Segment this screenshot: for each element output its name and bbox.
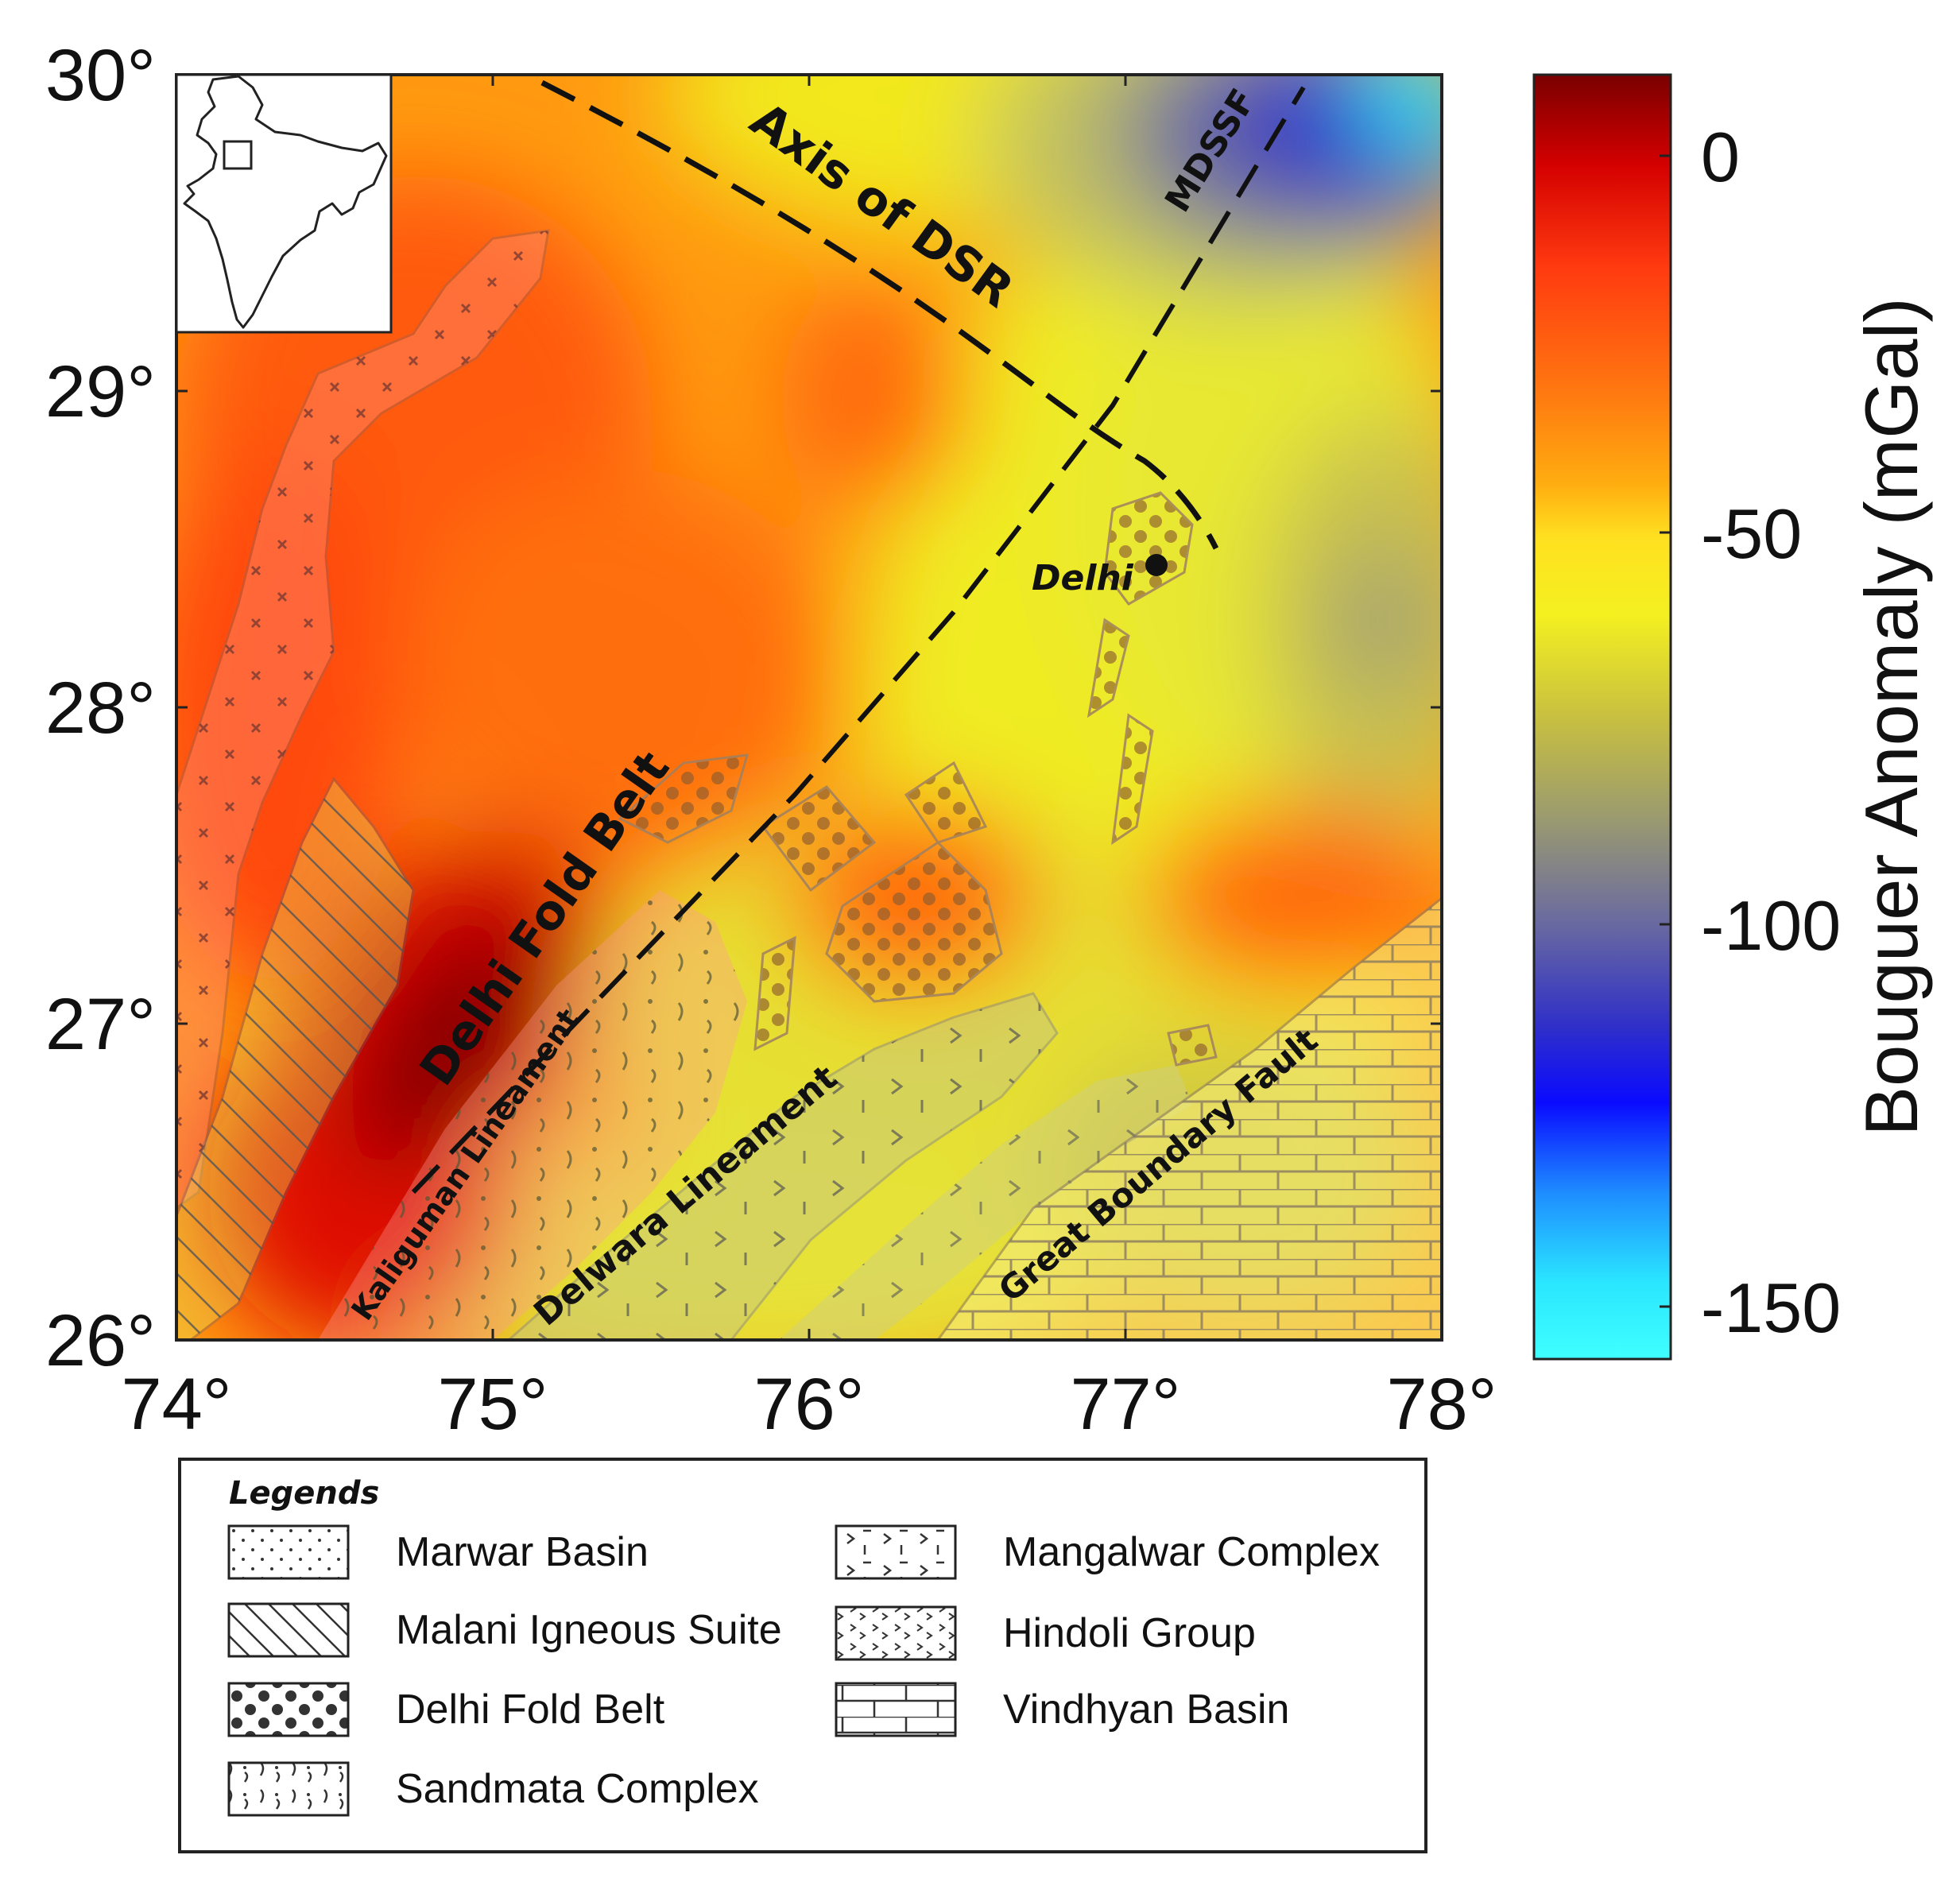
legend-swatch [835, 1682, 957, 1737]
legend-swatch [835, 1524, 957, 1580]
colorbar-tick-label: -150 [1701, 1268, 1841, 1347]
longitude-axis: 74° 75° 76° 77° 78° [121, 75, 1497, 1445]
legend-swatch [835, 1605, 957, 1661]
geology-overlays [176, 229, 1442, 1340]
legend-item: Malani Igneous Suite [227, 1602, 782, 1658]
legend-title: Legends [229, 1475, 379, 1512]
colorbar-gradient [1532, 73, 1672, 1361]
legend-label: Sandmata Complex [396, 1766, 759, 1812]
colorbar-ticks: 0 -50 -100 -150 [1660, 118, 1841, 1347]
lon-tick-label: 78° [1386, 1364, 1497, 1445]
legend-items: Marwar Basin Malani Igneous Suite Delhi Fo… [227, 1524, 1380, 1817]
lon-tick-label: 74° [121, 1364, 231, 1445]
india-outline [183, 75, 388, 329]
colorbar-title: Bouguer Anomaly (mGal) [1850, 297, 1933, 1136]
colorbar-tick-label: 0 [1701, 118, 1740, 196]
lat-tick-label: 26° [45, 1300, 156, 1381]
legend-frame [178, 1458, 1427, 1853]
anomaly-field [176, 75, 1442, 1340]
legend-swatch [227, 1761, 350, 1817]
lon-tick-label: 76° [753, 1364, 864, 1445]
legend: Legends Marwar Basin Malani Igneous Suite… [178, 1458, 1427, 1853]
legend-label: Malani Igneous Suite [396, 1607, 782, 1653]
axis-of-dsr-line [540, 79, 1219, 550]
colorbar: 0 -50 -100 -150 Bouguer Anomaly (mGal) [1532, 73, 1933, 1361]
legend-swatch [227, 1682, 350, 1737]
legend-item: Marwar Basin [227, 1524, 649, 1580]
legend-swatch [227, 1602, 350, 1658]
legend-swatch [227, 1524, 350, 1580]
lon-tick-label: 75° [437, 1364, 548, 1445]
legend-label: Mangalwar Complex [1003, 1529, 1380, 1575]
colorbar-tick-label: -100 [1701, 886, 1841, 965]
legend-item: Mangalwar Complex [835, 1524, 1380, 1580]
legend-label: Hindoli Group [1003, 1610, 1256, 1656]
legend-label: Vindhyan Basin [1003, 1686, 1289, 1733]
legend-item: Hindoli Group [835, 1605, 1256, 1661]
anomaly-map: Axis of DSR MDSSF Delhi Delhi Fold Belt … [45, 35, 1497, 1445]
legend-item: Sandmata Complex [227, 1761, 759, 1817]
delhi-marker [1145, 554, 1168, 576]
delhi-label: Delhi [1032, 558, 1134, 598]
mdssf-line [411, 86, 1306, 1195]
lat-tick-label: 27° [45, 984, 156, 1065]
colorbar-tick-label: -50 [1701, 494, 1802, 573]
lat-tick-label: 30° [45, 35, 156, 116]
study-area-box [223, 140, 253, 170]
lat-tick-label: 29° [45, 351, 156, 432]
lon-tick-label: 77° [1070, 1364, 1180, 1445]
india-inset-map [175, 73, 393, 334]
legend-label: Marwar Basin [396, 1529, 649, 1575]
legend-item: Vindhyan Basin [835, 1682, 1289, 1737]
legend-item: Delhi Fold Belt [227, 1682, 665, 1737]
legend-label: Delhi Fold Belt [396, 1686, 665, 1733]
lat-tick-label: 28° [45, 668, 156, 749]
latitude-axis: 30° 29° 28° 27° 26° [45, 35, 1442, 1381]
